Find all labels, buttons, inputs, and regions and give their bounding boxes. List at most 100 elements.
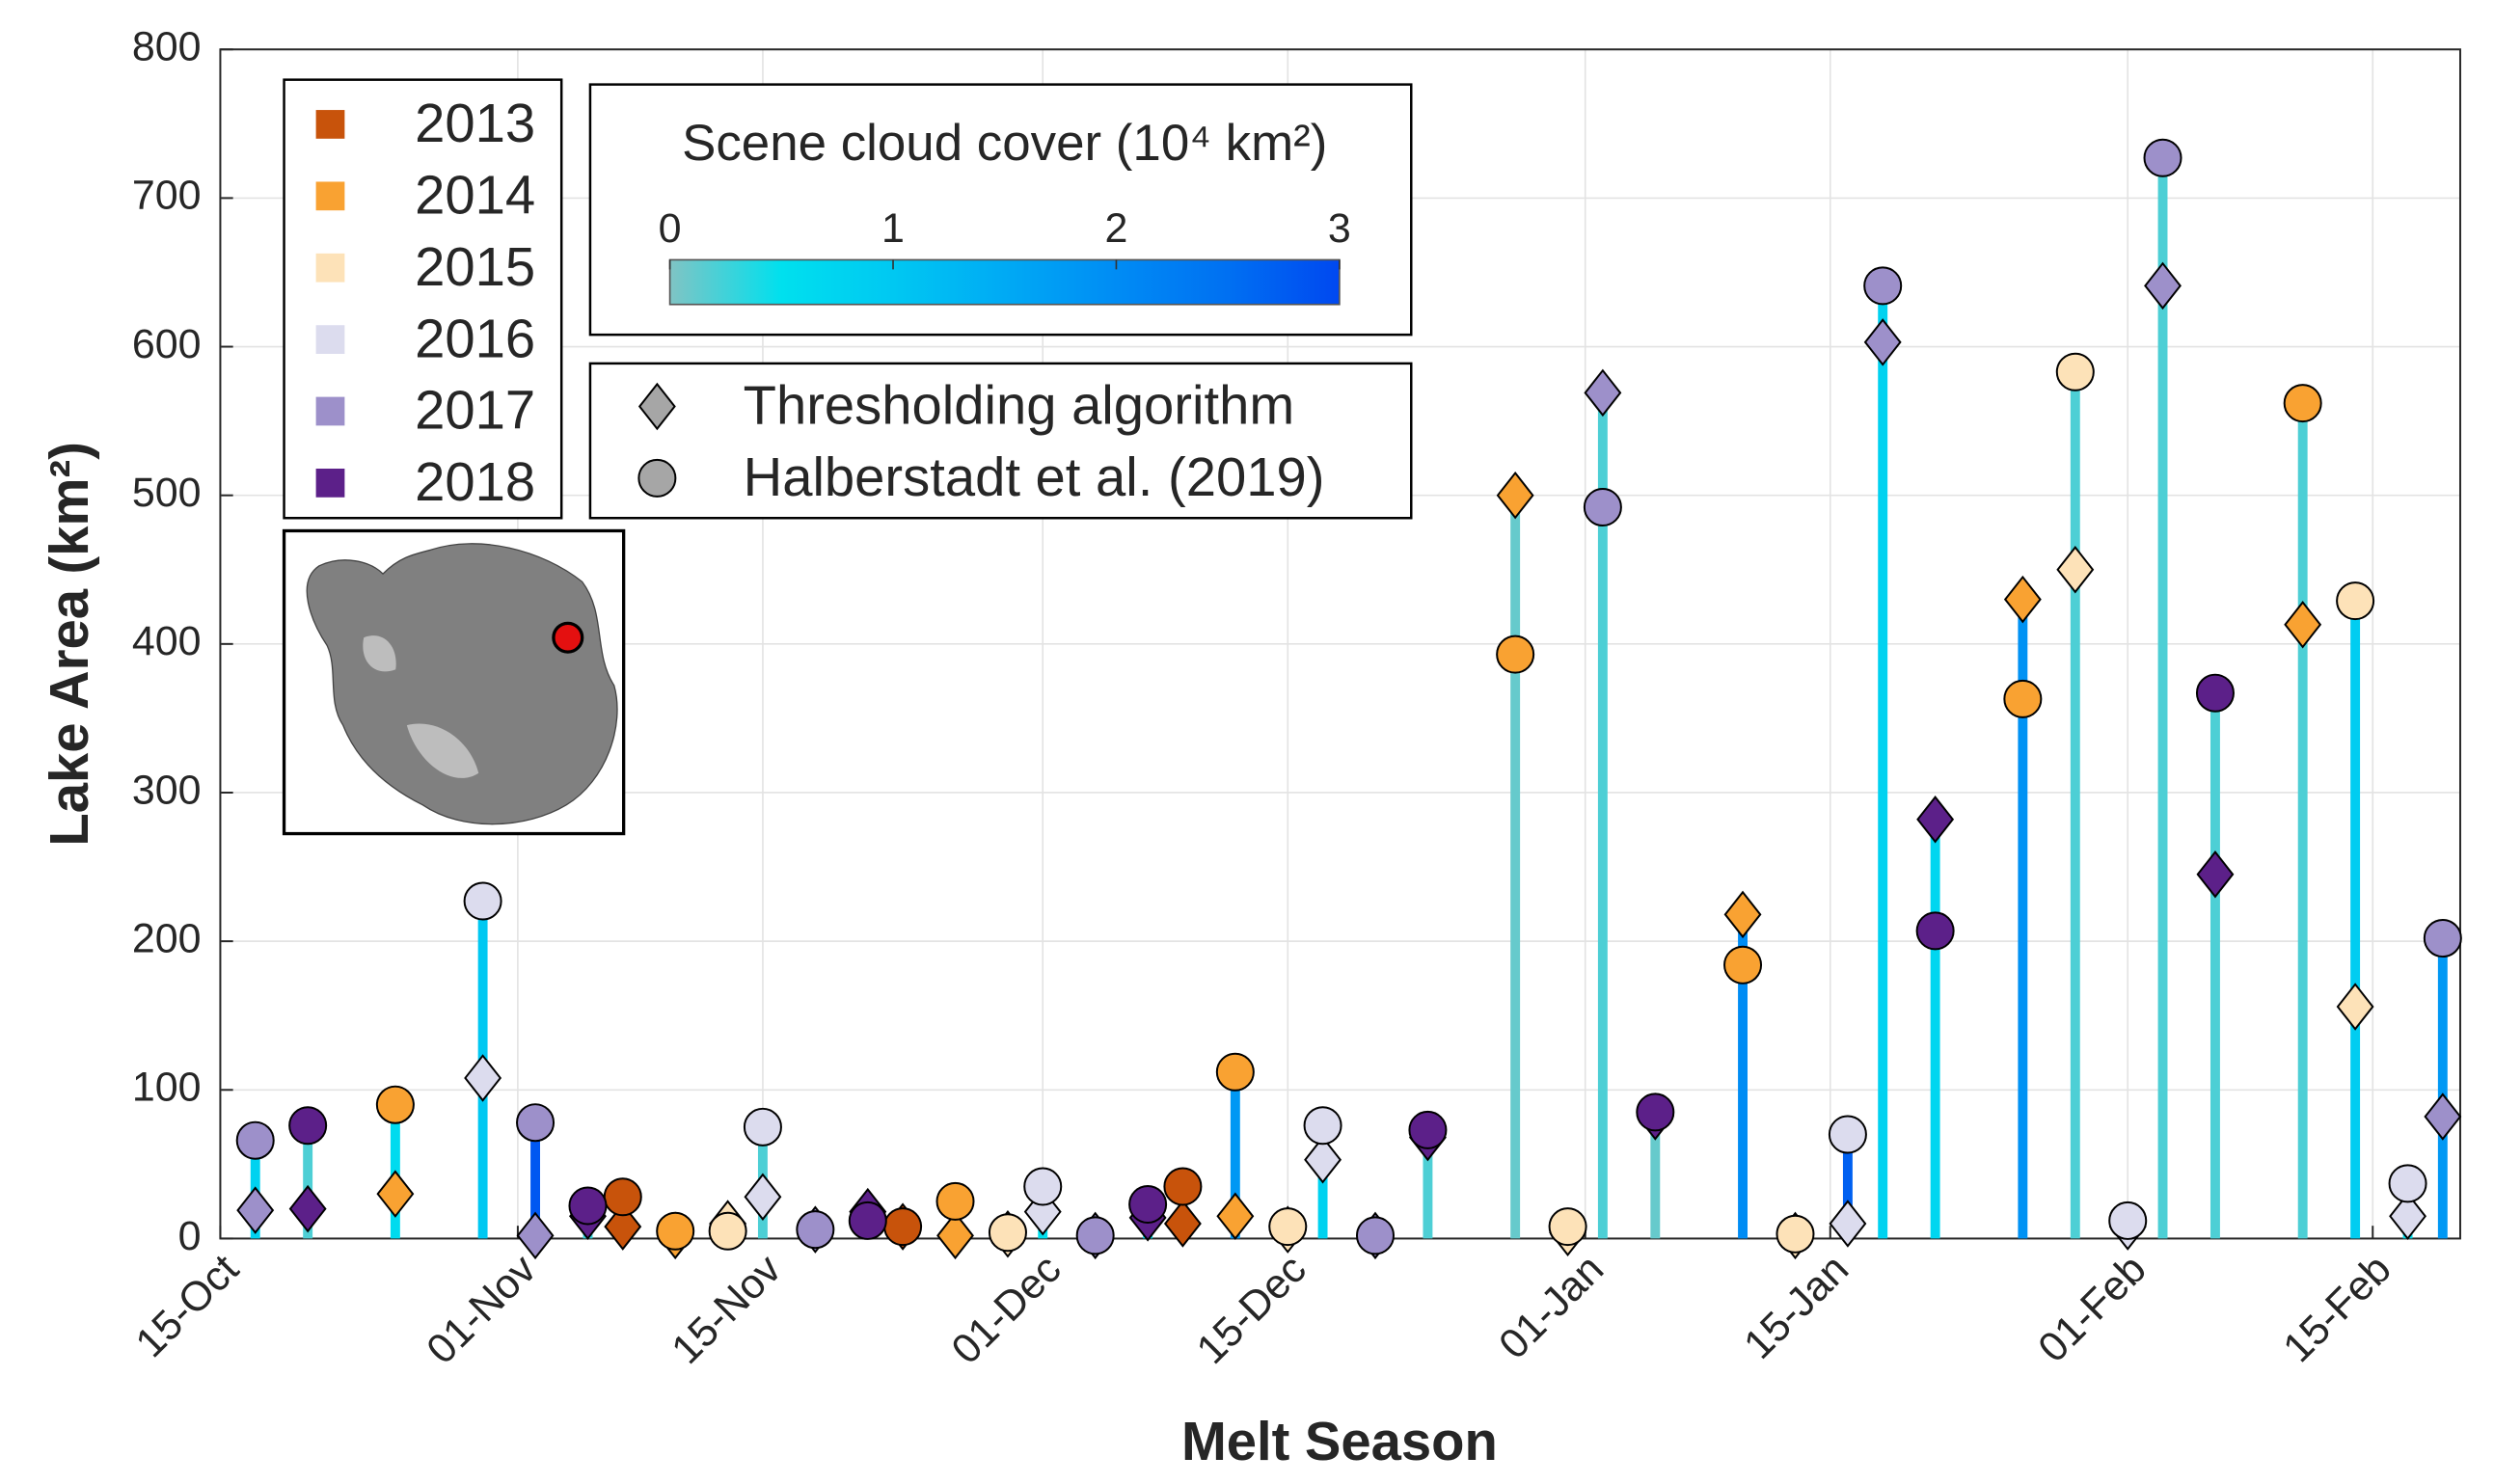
legend-label: Thresholding algorithm	[744, 375, 1295, 436]
threshold-marker	[936, 1211, 974, 1260]
threshold-marker	[464, 1054, 502, 1102]
legend-marker	[637, 382, 676, 431]
threshold-marker	[2196, 850, 2235, 899]
legend-swatch	[315, 110, 345, 139]
legend-label: 2017	[415, 380, 535, 441]
ice-shelf	[363, 635, 479, 778]
threshold-marker	[744, 1173, 782, 1222]
legend-label: 2015	[415, 236, 535, 297]
colorbar-tick-label: 1	[881, 205, 905, 252]
legend-swatch	[315, 396, 345, 426]
x-tick-label: 15-Nov	[663, 1246, 790, 1373]
halberstadt-marker	[1583, 488, 1622, 527]
x-tick-label: 15-Jan	[1735, 1246, 1857, 1368]
halberstadt-marker	[2003, 679, 2043, 718]
colorbar-tick-label: 3	[1328, 205, 1351, 252]
inset-map	[282, 528, 626, 836]
legend-label: Halberstadt et al. (2019)	[744, 446, 1325, 507]
legend-swatch	[315, 253, 345, 283]
threshold-marker	[604, 1202, 642, 1251]
halberstadt-marker	[848, 1201, 887, 1240]
legend-swatch	[315, 325, 345, 354]
threshold-marker	[2389, 1192, 2426, 1241]
y-axis-label: Lake Area (km²)	[39, 442, 99, 847]
halberstadt-marker	[1548, 1207, 1587, 1247]
halberstadt-marker	[235, 1120, 275, 1160]
x-axis-label: Melt Season	[1181, 1411, 1498, 1471]
y-tick-label: 300	[132, 767, 202, 813]
halberstadt-marker	[568, 1186, 608, 1226]
plot-frame	[219, 48, 2461, 1240]
x-tick-label: 15-Oct	[127, 1246, 248, 1366]
halberstadt-marker	[2143, 138, 2182, 177]
legend-swatch	[315, 469, 345, 498]
legend-label: 2014	[415, 164, 535, 225]
threshold-marker	[1863, 318, 1902, 366]
legend-label: 2016	[415, 308, 535, 368]
threshold-marker	[1829, 1200, 1867, 1248]
halberstadt-marker	[708, 1211, 747, 1251]
colorbar-title: Scene cloud cover (10⁴ km²)	[682, 115, 1327, 172]
legend-swatch	[315, 181, 345, 211]
threshold-marker	[2424, 1093, 2462, 1141]
threshold-marker	[2056, 546, 2095, 594]
y-tick-label: 200	[132, 915, 202, 961]
colorbar-tick-label: 2	[1104, 205, 1127, 252]
halberstadt-marker	[2195, 673, 2235, 713]
halberstadt-marker	[1163, 1167, 1203, 1206]
colorbar-tick-label: 0	[659, 205, 682, 252]
legend-box	[283, 78, 563, 520]
halberstadt-marker	[1863, 266, 1903, 306]
halberstadt-marker	[288, 1106, 328, 1146]
threshold-marker	[376, 1170, 415, 1218]
halberstadt-marker	[935, 1181, 975, 1221]
halberstadt-marker	[743, 1107, 782, 1147]
halberstadt-marker	[1776, 1214, 1815, 1254]
y-tick-label: 400	[132, 618, 202, 664]
threshold-marker	[1916, 795, 1955, 844]
halberstadt-marker	[375, 1085, 415, 1124]
threshold-marker	[1304, 1135, 1342, 1184]
y-tick-label: 800	[132, 24, 202, 70]
threshold-marker	[1723, 890, 1762, 939]
threshold-marker	[1584, 368, 1622, 418]
y-tick-label: 700	[132, 173, 202, 219]
halberstadt-marker	[516, 1103, 556, 1143]
halberstadt-marker	[1636, 1093, 1675, 1132]
halberstadt-marker	[2283, 384, 2322, 423]
halberstadt-marker	[1355, 1216, 1395, 1255]
antarctica	[306, 543, 618, 825]
halberstadt-marker	[796, 1210, 835, 1250]
threshold-marker	[516, 1211, 555, 1260]
legend-label: 2018	[415, 451, 535, 512]
halberstadt-marker	[1723, 945, 1763, 985]
location-dot	[552, 621, 584, 654]
x-tick-label: 01-Jan	[1490, 1246, 1613, 1368]
threshold-marker	[1163, 1200, 1202, 1248]
legend-label: 2013	[415, 93, 535, 153]
threshold-marker	[1496, 471, 1534, 520]
halberstadt-marker	[656, 1211, 695, 1251]
halberstadt-marker	[1075, 1216, 1115, 1255]
halberstadt-marker	[2336, 581, 2375, 621]
threshold-marker	[288, 1184, 327, 1233]
y-tick-label: 600	[132, 321, 202, 367]
halberstadt-marker	[2388, 1164, 2427, 1203]
threshold-marker	[2003, 575, 2042, 624]
halberstadt-marker	[988, 1213, 1027, 1253]
halberstadt-marker	[463, 881, 502, 921]
halberstadt-marker	[2423, 919, 2462, 958]
threshold-marker	[2144, 261, 2182, 310]
marker-legend-box	[588, 362, 1413, 520]
halberstadt-marker	[1496, 634, 1535, 674]
y-tick-label: 100	[132, 1065, 202, 1111]
halberstadt-marker	[603, 1177, 642, 1217]
legend-marker	[637, 458, 677, 498]
x-tick-label: 15-Dec	[1188, 1246, 1315, 1373]
halberstadt-marker	[1268, 1207, 1308, 1247]
markers	[235, 138, 2462, 1260]
halberstadt-marker	[1215, 1052, 1255, 1092]
threshold-marker	[2336, 983, 2374, 1031]
halberstadt-marker	[1408, 1110, 1448, 1149]
